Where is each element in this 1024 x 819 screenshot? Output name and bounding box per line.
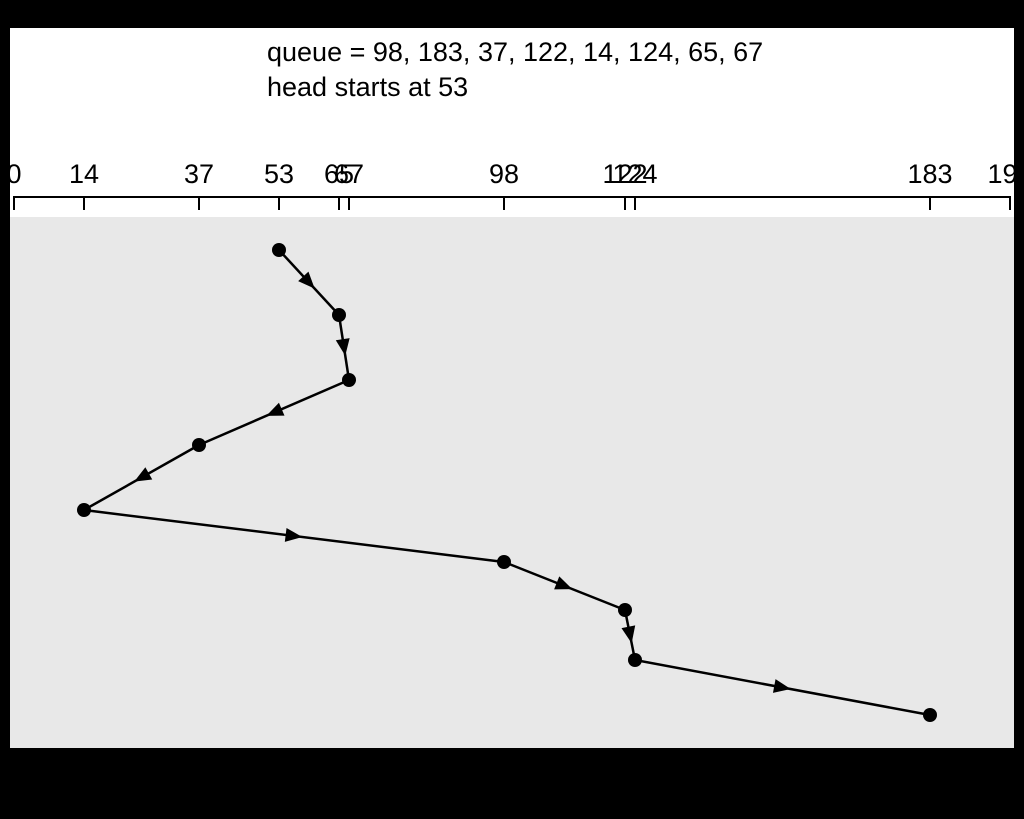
tick-mark xyxy=(338,196,340,210)
header-line-2: head starts at 53 xyxy=(267,72,468,103)
header-line-1: queue = 98, 183, 37, 122, 14, 124, 65, 6… xyxy=(267,37,763,68)
tick-label: 183 xyxy=(907,159,952,190)
tick-label: 67 xyxy=(334,159,364,190)
tick-mark xyxy=(929,196,931,210)
tick-mark xyxy=(278,196,280,210)
tick-label: 14 xyxy=(69,159,99,190)
tick-mark xyxy=(634,196,636,210)
tick-mark xyxy=(13,196,15,210)
tick-label: 0 xyxy=(6,159,21,190)
tick-mark xyxy=(198,196,200,210)
tick-label: 53 xyxy=(264,159,294,190)
tick-label: 98 xyxy=(489,159,519,190)
tick-label: 199 xyxy=(987,159,1024,190)
tick-label: 37 xyxy=(184,159,214,190)
plot-area xyxy=(10,217,1014,748)
tick-mark xyxy=(624,196,626,210)
axis-line xyxy=(14,196,1010,198)
tick-mark xyxy=(503,196,505,210)
tick-label: 124 xyxy=(612,159,657,190)
tick-mark xyxy=(1009,196,1011,210)
tick-mark xyxy=(348,196,350,210)
tick-mark xyxy=(83,196,85,210)
